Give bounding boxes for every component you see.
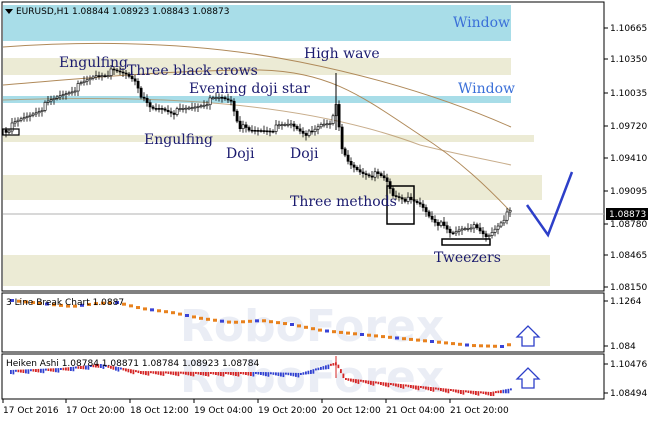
- resistance-band: [3, 58, 511, 75]
- time-tick-label: 21 Oct 04:00: [386, 406, 445, 416]
- current-price-tag: [606, 208, 648, 220]
- time-tick-label: 18 Oct 12:00: [130, 406, 189, 416]
- time-tick-label: 19 Oct 04:00: [194, 406, 253, 416]
- heiken-ashi-tick-high: 1.10476: [610, 360, 647, 370]
- main-chart-panel[interactable]: [1, 1, 605, 292]
- line-break-panel[interactable]: [1, 292, 605, 353]
- pattern-engulfing-1: Engulfing: [59, 55, 128, 71]
- price-tick-label: 1.08780: [610, 220, 647, 230]
- three-methods-box: [386, 185, 415, 225]
- heiken-ashi-tick-low: 1.08494: [610, 389, 647, 399]
- pattern-three-methods: Three methods: [290, 194, 397, 210]
- engulfing-box-left: [2, 128, 20, 136]
- price-tick-label: 1.10035: [610, 89, 647, 99]
- price-tick-label: 1.08465: [610, 251, 647, 261]
- candlesticks: [4, 65, 512, 242]
- price-tick-label: 1.09720: [610, 122, 647, 132]
- price-tick-label: 1.10350: [610, 55, 647, 65]
- support-band-1: [3, 135, 534, 142]
- support-band-2: [3, 175, 542, 200]
- time-tick-label: 17 Oct 20:00: [66, 406, 125, 416]
- support-band-3: [3, 255, 550, 286]
- line-break-tick-low: 1.084: [610, 342, 636, 352]
- pattern-evening-doji-star: Evening doji star: [189, 81, 310, 97]
- time-tick-label: 19 Oct 20:00: [258, 406, 317, 416]
- heiken-ashi-bars: [10, 356, 512, 397]
- time-tick-label: 20 Oct 12:00: [322, 406, 381, 416]
- pattern-doji-1: Doji: [226, 146, 255, 162]
- window-band-top: [3, 5, 511, 41]
- heiken-ashi-panel[interactable]: [1, 353, 605, 400]
- moving-average-slow: [2, 42, 512, 128]
- pattern-doji-2: Doji: [290, 146, 319, 162]
- window-label-mid: Window: [458, 81, 515, 97]
- tweezers-box: [441, 238, 491, 246]
- price-tick-label: 1.09410: [610, 154, 647, 164]
- heiken-ashi-label: Heiken Ashi 1.08784 1.08871 1.08784 1.08…: [6, 359, 260, 369]
- pattern-three-black-crows: Three black crows: [127, 63, 258, 79]
- price-tick-label: 1.10665: [610, 24, 647, 34]
- window-label-top: Window: [453, 15, 510, 31]
- time-tick-label: 17 Oct 2016: [3, 406, 59, 416]
- pattern-engulfing-2: Engulfing: [144, 132, 213, 148]
- support-resistance-bands: [3, 5, 550, 286]
- time-tick-label: 21 Oct 20:00: [450, 406, 509, 416]
- collapse-triangle-icon[interactable]: [5, 9, 13, 14]
- window-band-mid: [3, 96, 511, 103]
- pattern-tweezers: Tweezers: [434, 250, 501, 266]
- current-price-label: 1.08873: [609, 210, 646, 220]
- watermark-upper: RoboForex: [180, 352, 444, 403]
- forecast-arrow: [525, 171, 574, 238]
- price-tick-label: 1.09095: [610, 187, 647, 197]
- up-arrow-icon: [515, 325, 541, 347]
- price-axis: 1.10665 1.10350 1.10035 1.09720 1.09410 1.090…: [604, 24, 647, 293]
- line-break-tick-high: 1.1264: [610, 297, 642, 307]
- watermark-lower: RoboForex: [180, 301, 444, 352]
- up-arrow-icon: [515, 367, 541, 389]
- price-tick-label: 1.08150: [610, 283, 647, 293]
- line-break-blocks: [10, 299, 511, 348]
- pattern-high-wave: High wave: [304, 46, 380, 62]
- time-axis: 17 Oct 2016 17 Oct 20:00 18 Oct 12:00 19 Oc…: [2, 399, 509, 416]
- main-header: EURUSD,H1 1.08844 1.08923 1.08843 1.0887…: [16, 7, 229, 17]
- line-break-label: 3 Line Break Chart 1.0887: [6, 298, 124, 308]
